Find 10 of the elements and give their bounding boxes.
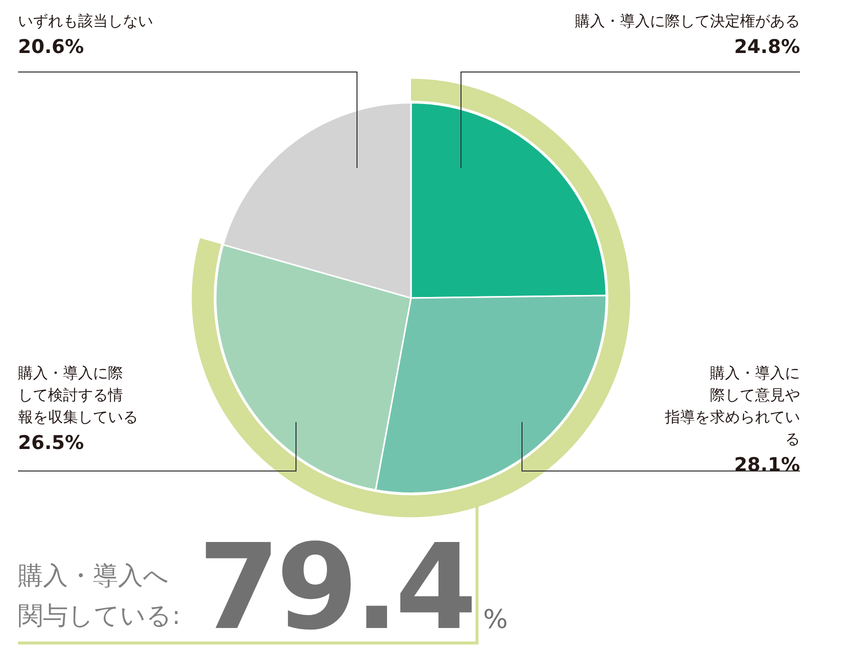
slice-label: いずれも該当しない: [18, 11, 154, 32]
slice-label: 購入・導入に際して意見や指導を求められている: [664, 363, 800, 450]
slice-label: 購入・導入に際して決定権がある: [574, 11, 800, 32]
text: 購入・導入へ関与している:: [18, 561, 180, 630]
text: 79.4%: [198, 518, 508, 656]
data-label: 26.5%: [18, 431, 85, 456]
data-label: 20.6%: [18, 35, 85, 60]
data-label: 24.8%: [733, 35, 800, 60]
slice-label: 購入・導入に際して検討する情報を収集している: [18, 363, 139, 428]
data-label: 28.1%: [733, 453, 800, 478]
